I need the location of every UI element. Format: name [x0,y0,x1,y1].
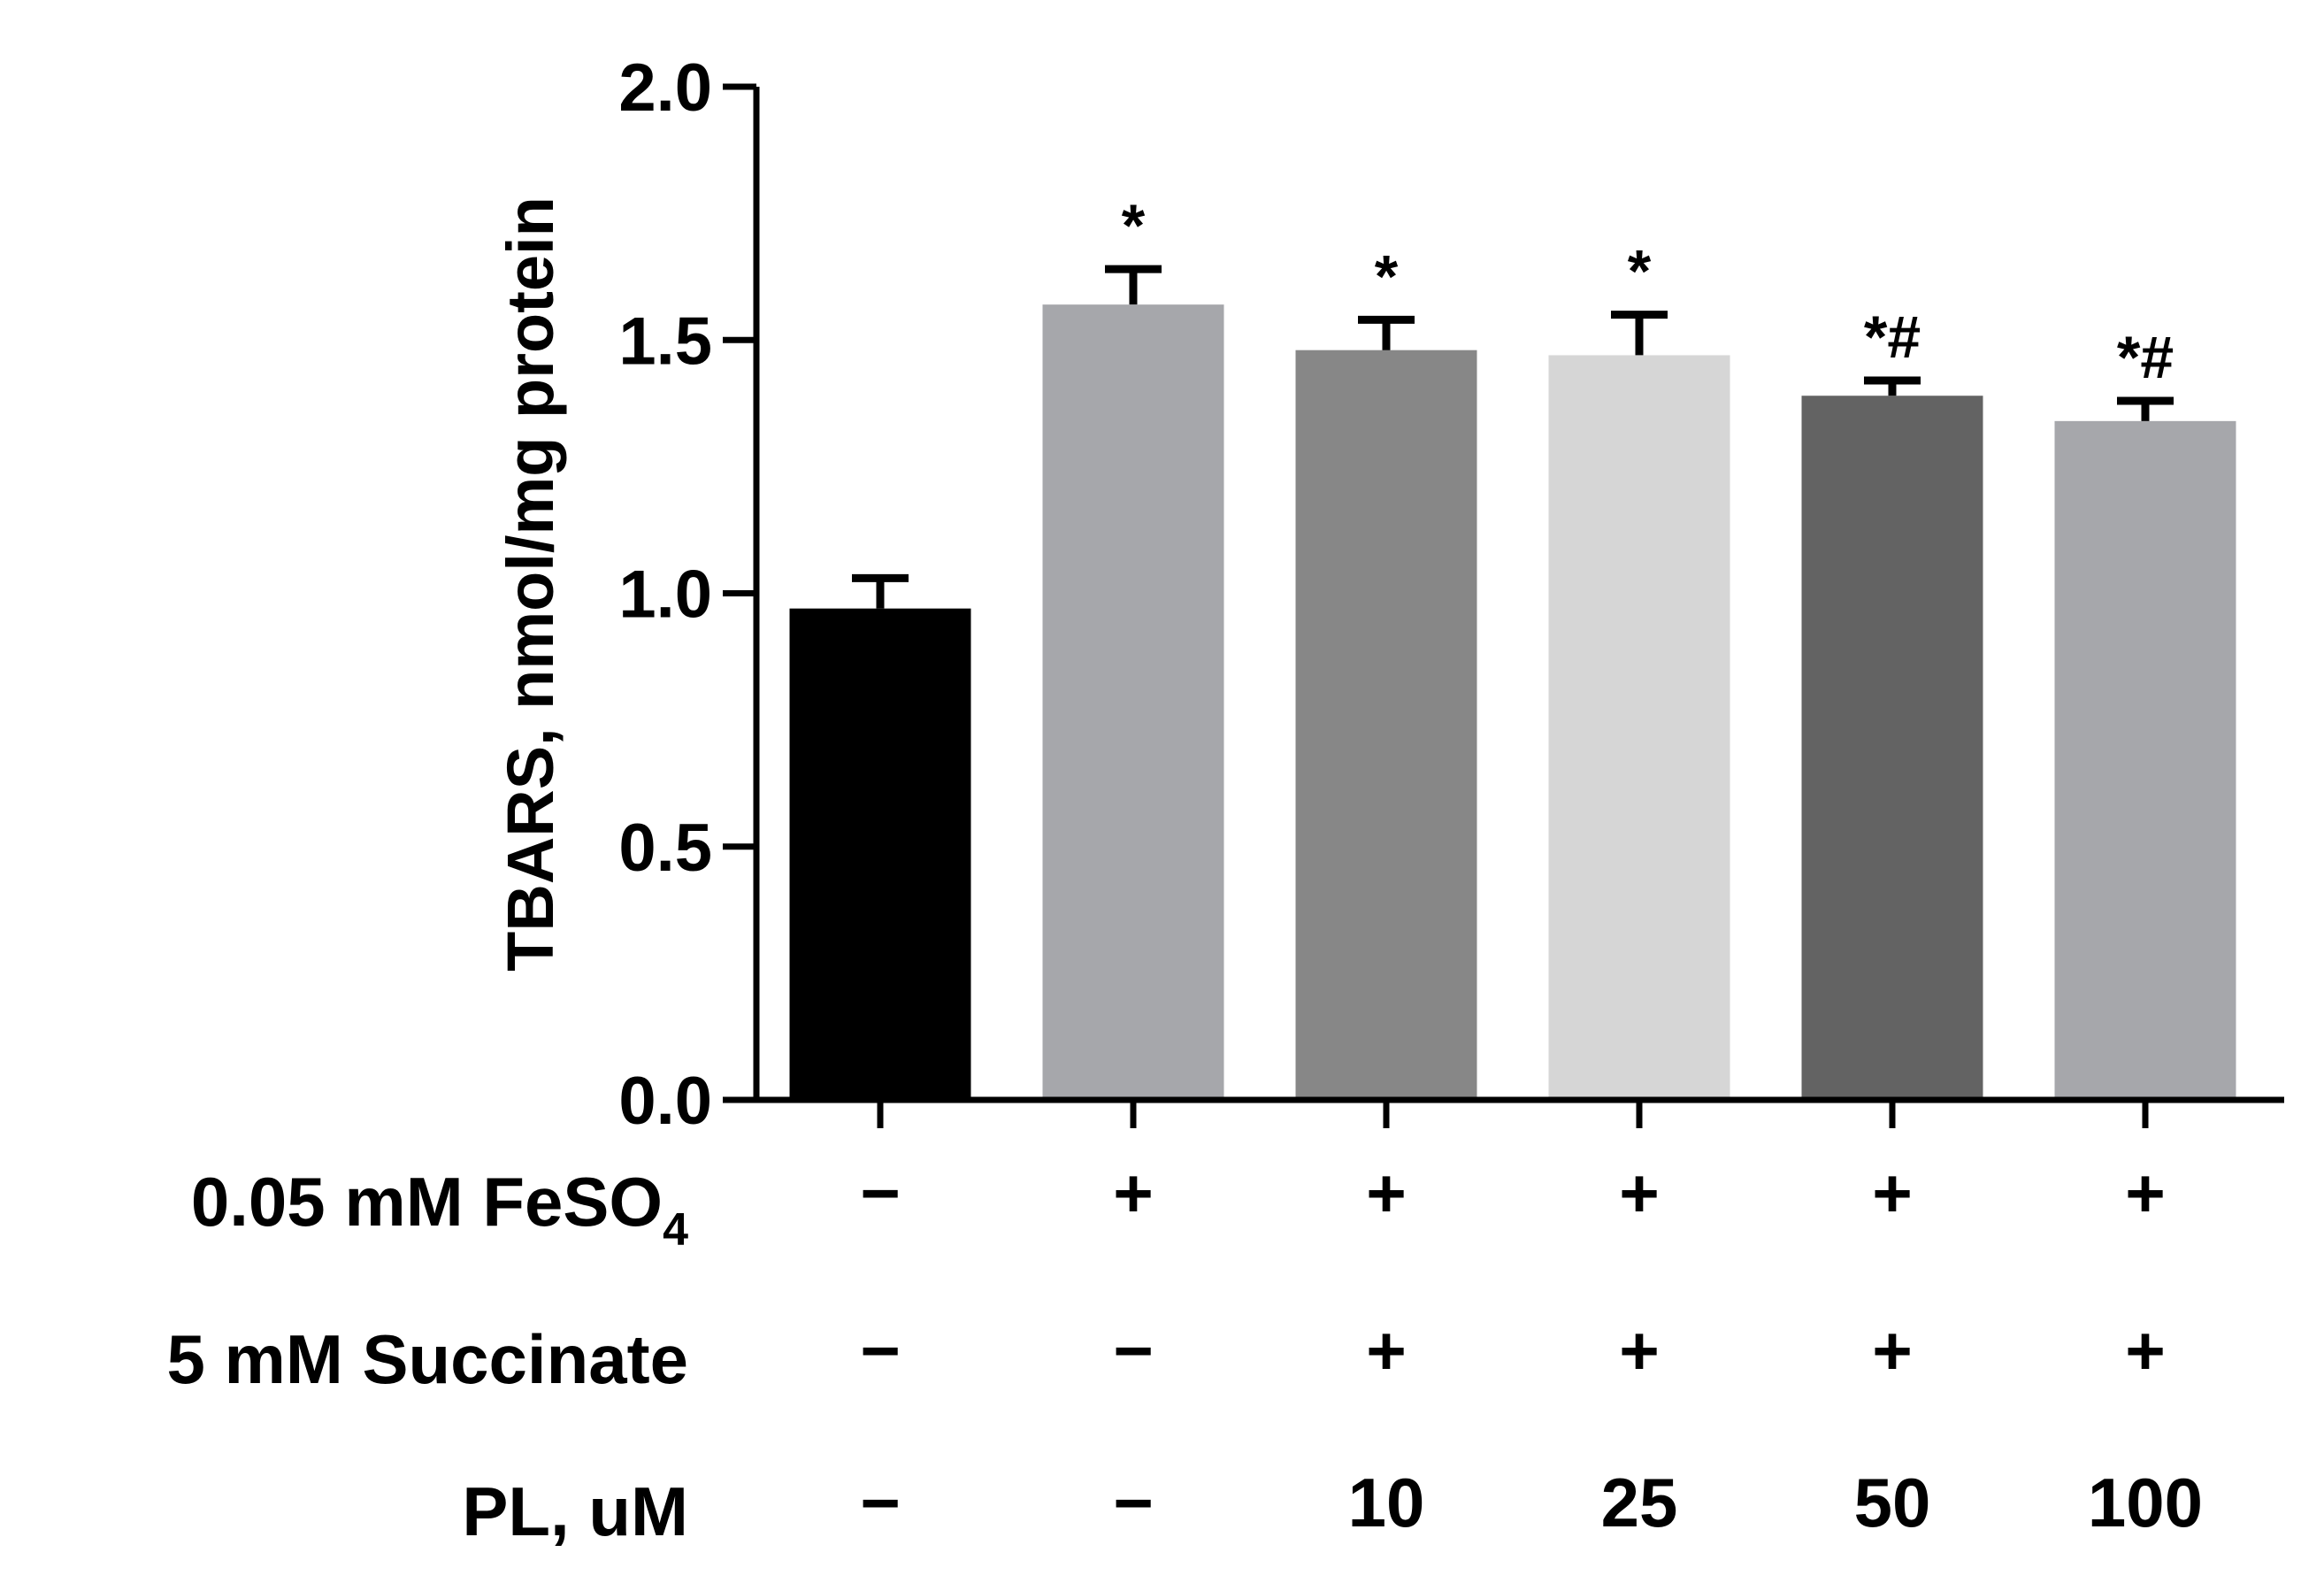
bar-4 [1548,355,1730,1100]
condition-cell: + [1366,1311,1407,1389]
condition-label-subscript: 4 [663,1204,688,1256]
condition-label: 5 mM Succinate [166,1320,688,1398]
condition-cell: 100 [2088,1464,2203,1541]
bars-layer [789,304,2236,1101]
condition-cell: 50 [1854,1464,1931,1541]
bar-2 [1042,304,1224,1100]
y-ticks: 0.0 0.5 1.0 1.5 2.0 [618,50,756,1139]
condition-cell: 25 [1601,1464,1678,1541]
condition-cell: + [2125,1154,2166,1232]
bar-1 [789,608,971,1100]
condition-label: PL, uM [462,1472,688,1550]
condition-cell: − [860,1464,901,1541]
y-tick-label: 1.0 [618,557,712,633]
error-bars-layer [852,265,2174,609]
condition-label-text: PL, uM [462,1472,688,1550]
condition-cell: − [860,1154,901,1232]
condition-cell: − [1113,1464,1154,1541]
y-tick-label: 1.5 [618,304,712,379]
significance-marker: * [1122,192,1146,259]
condition-cell: + [2125,1311,2166,1389]
bar-6 [2054,420,2236,1101]
condition-label-text: 5 mM Succinate [166,1320,688,1398]
condition-cell: + [1872,1154,1913,1232]
condition-cell: + [1366,1154,1407,1232]
y-tick-label: 2.0 [618,50,712,126]
x-ticks [877,1100,2149,1128]
condition-table: 0.05 mM FeSO4 − + + + + +5 mM Succinate − − + + + + P… [166,1154,2203,1550]
significance-marker: *# [1864,304,1921,371]
condition-cell: 10 [1348,1464,1425,1541]
significance-markers: * * * *# *# [1122,192,2174,391]
condition-cell: − [1113,1311,1154,1389]
y-tick-label: 0.0 [618,1064,712,1139]
condition-cell: + [1113,1154,1154,1232]
y-tick-label: 0.5 [618,811,712,886]
condition-cell: + [1619,1154,1660,1232]
condition-cell: + [1619,1311,1660,1389]
significance-marker: * [1628,238,1652,305]
bar-3 [1295,350,1477,1100]
significance-marker: * [1375,242,1399,310]
condition-cell: − [860,1311,901,1389]
bar-5 [1801,396,1983,1101]
y-axis-label: TBARS, nmol/mg protein [494,196,567,972]
condition-label: 0.05 mM FeSO4 [191,1163,688,1256]
condition-label-text: 0.05 mM FeSO [191,1163,663,1241]
condition-cell: + [1872,1311,1913,1389]
significance-marker: *# [2117,324,2174,391]
